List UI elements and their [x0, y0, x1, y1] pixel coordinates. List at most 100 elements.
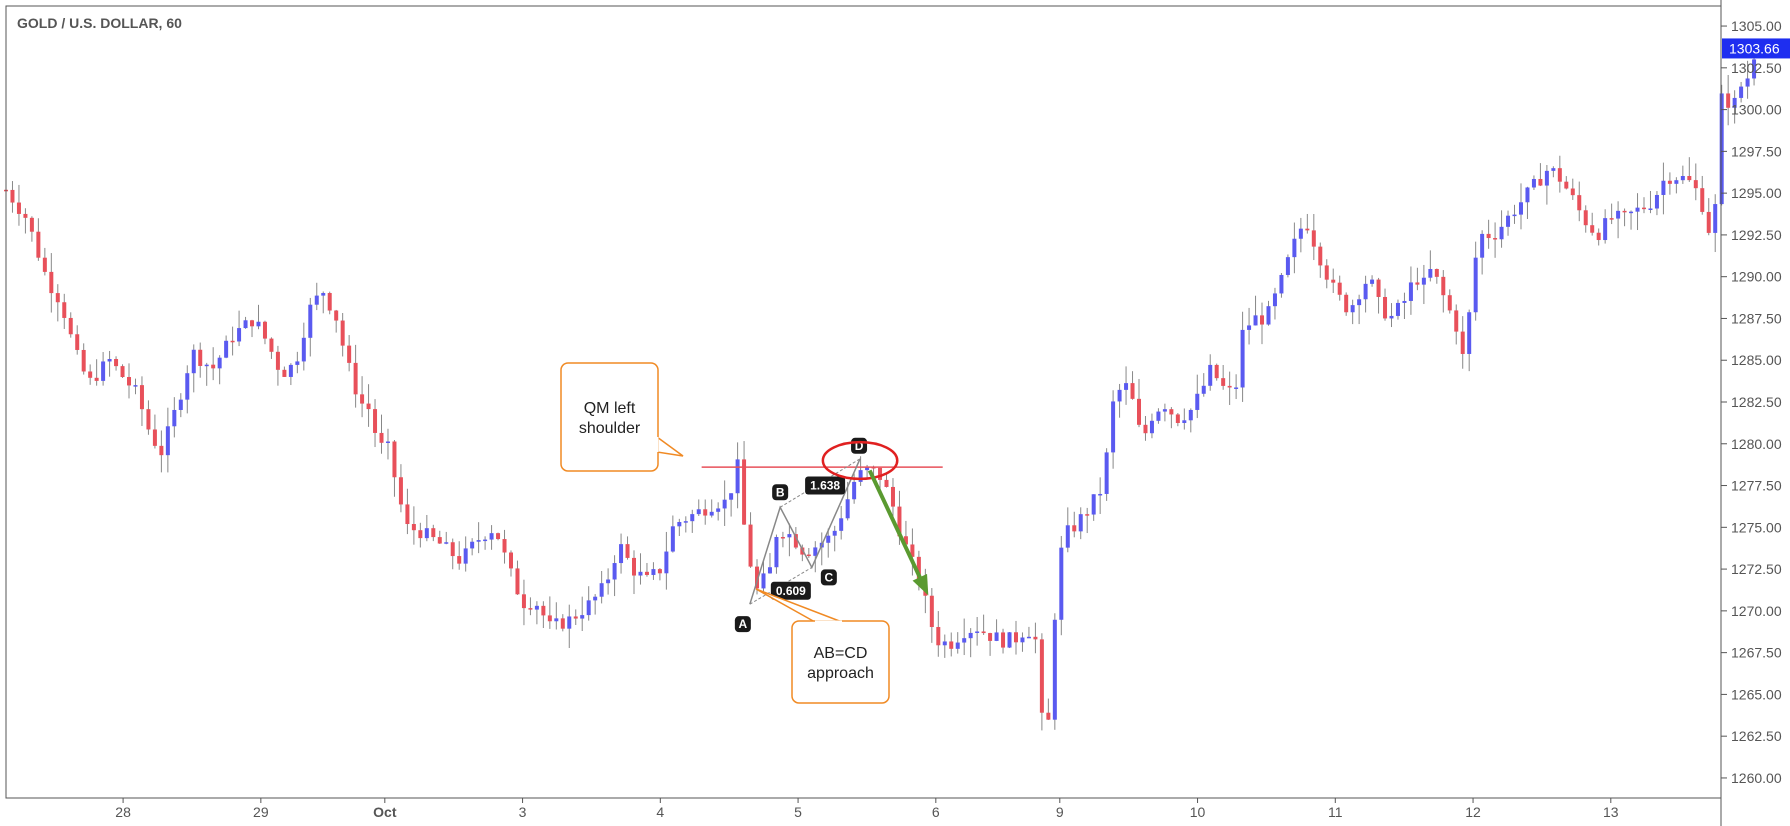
- candle-body: [75, 334, 80, 350]
- candle-body: [528, 608, 533, 610]
- candle-body: [1026, 636, 1031, 639]
- candle-body: [191, 349, 196, 374]
- candle-body: [1687, 176, 1692, 181]
- callout-box: [560, 362, 659, 472]
- candlestick-series: [4, 44, 1757, 731]
- last-price-badge: [1722, 38, 1790, 59]
- candle-body: [1402, 300, 1407, 303]
- candle-body: [165, 426, 170, 456]
- candle-body: [890, 486, 895, 507]
- candle-body: [1169, 409, 1174, 415]
- callout-abcd-approach: AB=CD approach: [755, 588, 890, 704]
- x-tick-label: 6: [932, 804, 940, 820]
- candle-body: [800, 547, 805, 555]
- candle-body: [651, 569, 656, 575]
- y-tick-label: 1267.50: [1731, 645, 1782, 661]
- candle-body: [1208, 364, 1213, 386]
- candle-body: [858, 470, 863, 482]
- candle-body: [683, 521, 688, 523]
- candle-body: [1564, 181, 1569, 189]
- candle-body: [10, 189, 15, 203]
- candle-body: [1693, 180, 1698, 189]
- candle-body: [515, 568, 520, 595]
- candle-body: [1201, 385, 1206, 394]
- x-tick-label: 4: [656, 804, 664, 820]
- candle-body: [975, 631, 980, 633]
- candle-body: [159, 445, 164, 456]
- candle-body: [1752, 59, 1757, 79]
- candle-body: [1065, 525, 1070, 548]
- abcd-pattern-line: [749, 458, 861, 605]
- candle-body: [813, 547, 818, 556]
- y-tick-label: 1272.50: [1731, 561, 1782, 577]
- candle-body: [62, 302, 67, 318]
- y-tick-label: 1275.00: [1731, 519, 1782, 535]
- candle-body: [1298, 228, 1303, 239]
- x-tick-label: 11: [1328, 804, 1343, 820]
- x-tick-label: Oct: [373, 804, 397, 820]
- candle-body: [1091, 494, 1096, 515]
- candle-body: [644, 571, 649, 575]
- candle-body: [340, 320, 345, 346]
- pattern-point-label: B: [776, 485, 785, 499]
- candle-body: [1098, 493, 1103, 496]
- candle-body: [554, 618, 559, 622]
- candle-body: [1311, 230, 1316, 247]
- candle-body: [1389, 315, 1394, 319]
- candle-body: [1013, 632, 1018, 643]
- candle-body: [321, 293, 326, 296]
- candle-body: [696, 509, 701, 515]
- candle-body: [1285, 257, 1290, 275]
- candle-body: [742, 459, 747, 525]
- callout-text: AB=CD: [814, 645, 868, 662]
- d-point-highlight: [821, 440, 899, 481]
- candle-body: [1596, 232, 1601, 241]
- candle-body: [1577, 195, 1582, 211]
- candle-body: [217, 357, 222, 369]
- ratio-label: 0.609: [776, 584, 806, 598]
- candle-body: [1609, 218, 1614, 220]
- sell-arrow-shaft: [867, 469, 928, 592]
- candle-body: [560, 618, 565, 629]
- candle-body: [1344, 294, 1349, 313]
- candle-body: [489, 533, 494, 540]
- candle-body: [476, 540, 481, 542]
- candle-body: [1046, 712, 1051, 720]
- candle-body: [1072, 525, 1077, 532]
- candle-body: [1719, 93, 1724, 205]
- candle-body: [748, 524, 753, 567]
- candle-body: [1674, 180, 1679, 184]
- candle-body: [295, 361, 300, 365]
- candle-body: [1473, 257, 1478, 313]
- candle-body: [1499, 226, 1504, 240]
- candle-body: [1130, 383, 1135, 399]
- candle-body: [250, 320, 255, 327]
- candle-body: [735, 459, 740, 494]
- x-tick-label: 10: [1190, 804, 1206, 820]
- candle-body: [127, 377, 132, 386]
- candle-body: [1726, 93, 1731, 108]
- callout-text: shoulder: [579, 420, 641, 437]
- candle-body: [1447, 295, 1452, 311]
- candle-body: [1104, 452, 1109, 494]
- candle-body: [107, 359, 112, 362]
- candle-body: [580, 615, 585, 619]
- y-tick-label: 1300.00: [1731, 102, 1782, 118]
- y-tick-label: 1282.50: [1731, 394, 1782, 410]
- candle-body: [612, 563, 617, 580]
- candle-body: [729, 493, 734, 500]
- candle-body: [774, 536, 779, 568]
- x-tick-label: 13: [1603, 804, 1619, 820]
- candle-body: [230, 340, 235, 343]
- candle-body: [988, 633, 993, 641]
- candle-body: [1512, 214, 1517, 217]
- candle-body: [1408, 282, 1413, 301]
- candle-body: [1370, 279, 1375, 284]
- candle-body: [1680, 176, 1685, 181]
- candle-body: [1052, 619, 1057, 720]
- pattern-point-label: C: [825, 570, 834, 584]
- candle-body: [275, 351, 280, 370]
- y-tick-label: 1260.00: [1731, 770, 1782, 786]
- candle-body: [1641, 207, 1646, 210]
- candle-body: [1331, 279, 1336, 283]
